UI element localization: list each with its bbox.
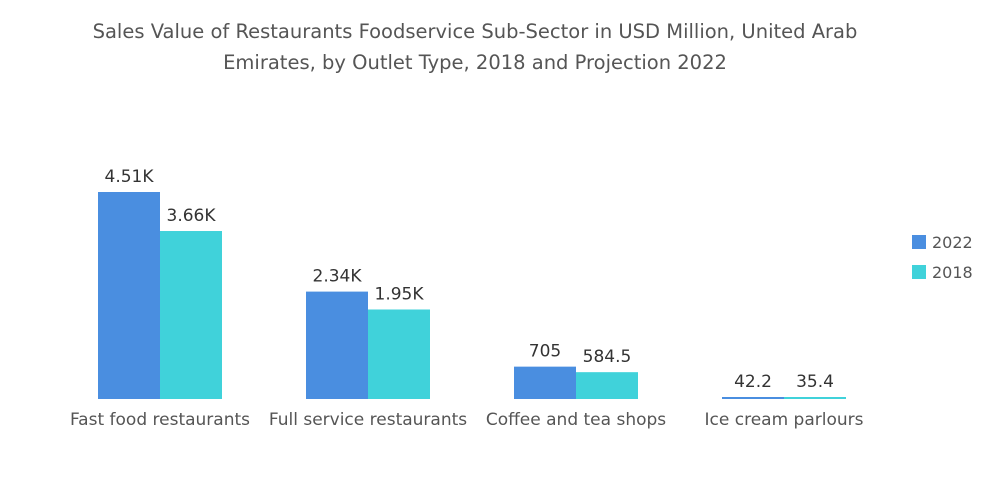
chart-legend: 2022 2018 [912, 232, 973, 292]
category-label-fast-food-restaurants: Fast food restaurants [70, 410, 250, 430]
data-label-2018-fast-food-restaurants: 3.66K [167, 206, 217, 226]
chart-title-line-2: Emirates, by Outlet Type, 2018 and Proje… [223, 51, 727, 74]
data-label-2018-full-service-restaurants: 1.95K [375, 284, 425, 304]
data-label-2022-ice-cream-parlours: 42.2 [734, 372, 772, 392]
legend-swatch-2022 [912, 235, 926, 249]
data-label-2022-fast-food-restaurants: 4.51K [105, 167, 155, 187]
data-label-2022-full-service-restaurants: 2.34K [313, 267, 363, 287]
data-label-2018-coffee-and-tea-shops: 584.5 [583, 347, 632, 367]
bar-2018-fast-food-restaurants [160, 231, 222, 399]
legend-label-2022: 2022 [932, 232, 973, 252]
category-label-coffee-and-tea-shops: Coffee and tea shops [486, 410, 666, 430]
category-label-full-service-restaurants: Full service restaurants [269, 410, 467, 430]
chart-title: Sales Value of Restaurants Foodservice S… [0, 16, 950, 78]
legend-swatch-2018 [912, 265, 926, 279]
bar-2018-coffee-and-tea-shops [576, 372, 638, 399]
legend-item-2018: 2018 [912, 262, 973, 282]
legend-label-2018: 2018 [932, 262, 973, 282]
data-label-2022-coffee-and-tea-shops: 705 [529, 342, 561, 362]
bar-2022-coffee-and-tea-shops [514, 366, 576, 399]
chart-title-line-1: Sales Value of Restaurants Foodservice S… [92, 20, 858, 43]
bar-2022-full-service-restaurants [306, 291, 368, 399]
bar-2018-full-service-restaurants [368, 309, 430, 399]
data-label-2018-ice-cream-parlours: 35.4 [796, 372, 834, 392]
bar-2022-fast-food-restaurants [98, 192, 160, 399]
bar-2022-ice-cream-parlours [722, 397, 784, 399]
legend-item-2022: 2022 [912, 232, 973, 252]
category-label-ice-cream-parlours: Ice cream parlours [705, 410, 864, 430]
bar-2018-ice-cream-parlours [784, 397, 846, 399]
